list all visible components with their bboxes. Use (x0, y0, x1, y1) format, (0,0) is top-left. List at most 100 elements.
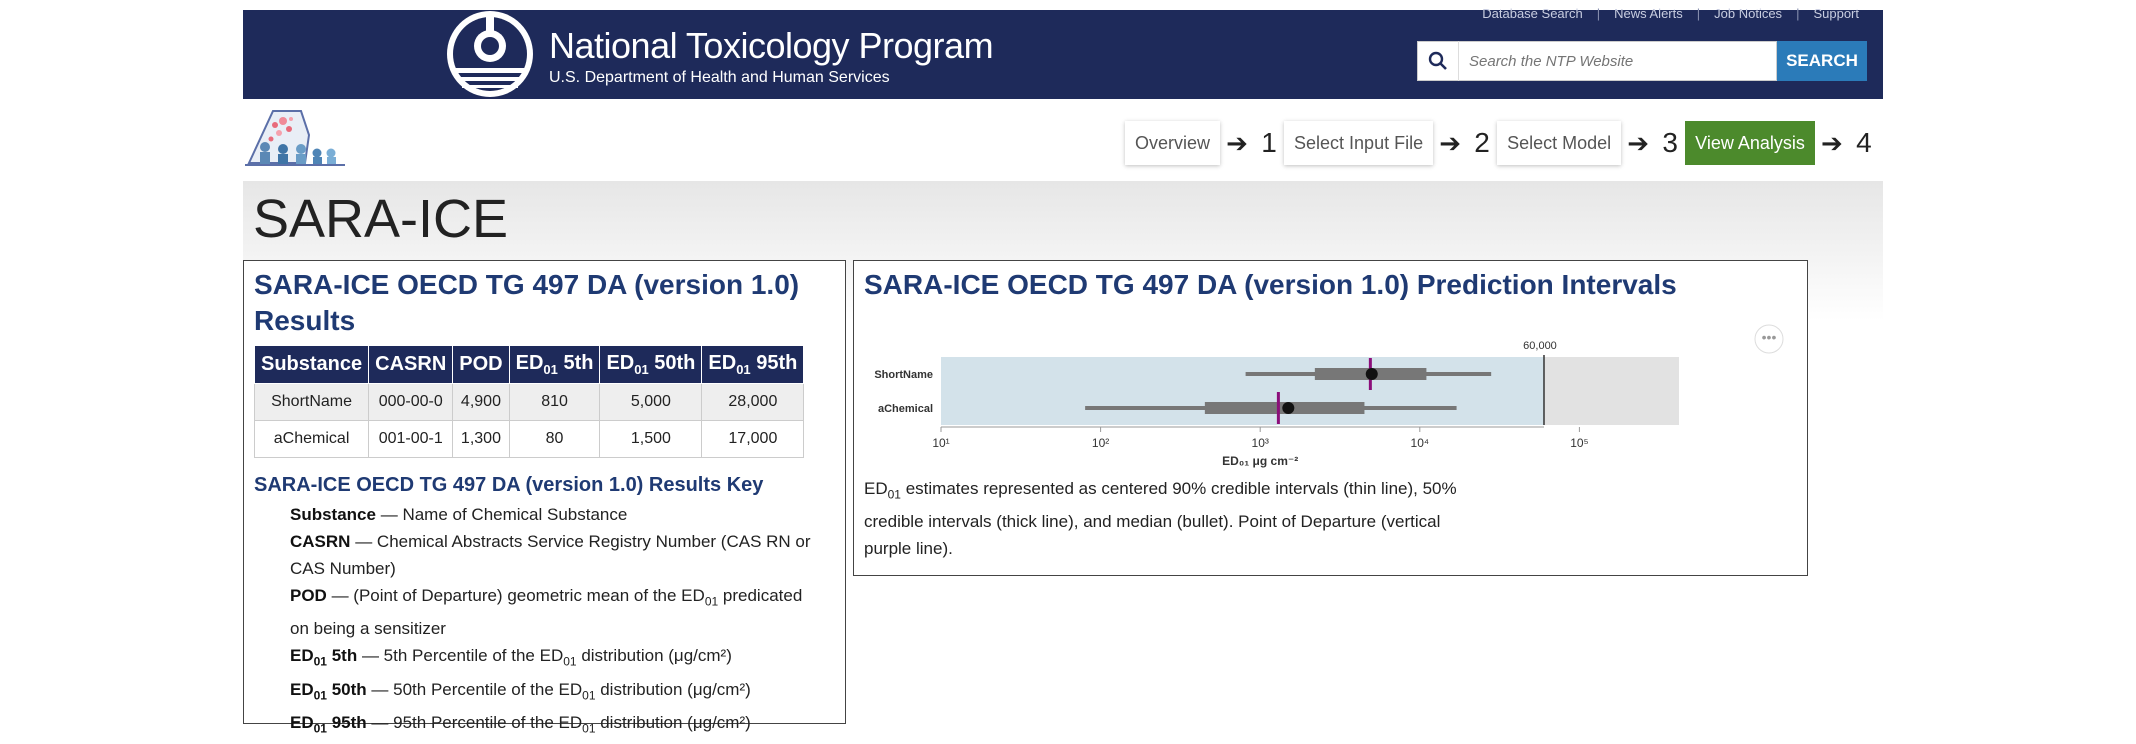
cell-substance: aChemical (253, 420, 370, 458)
step-number-4: 4 (1856, 127, 1872, 158)
cell-pod: 4,900 (452, 383, 510, 421)
utility-link-news-alerts[interactable]: News Alerts (1614, 6, 1683, 21)
search-box (1417, 41, 1777, 81)
utility-link-database-search[interactable]: Database Search (1482, 6, 1583, 21)
cell-pod: 1,300 (452, 420, 510, 458)
series-label: aChemical (878, 403, 933, 415)
cell-ed01-50th: 5,000 (599, 383, 703, 421)
caption-text: estimates represented as centered 90% cr… (864, 479, 1457, 559)
x-tick-label: 10² (1092, 436, 1109, 450)
x-tick-label: 10³ (1252, 436, 1269, 450)
col-casrn[interactable]: CASRN (368, 345, 454, 384)
threshold-label: 60,000 (1523, 340, 1557, 352)
arrow-right-icon: ➔ (1226, 127, 1248, 158)
step-select-model-button[interactable]: Select Model (1497, 121, 1622, 165)
chart-caption: ED01 estimates represented as centered 9… (864, 479, 1457, 559)
wizard-steps: Overview ➔ 1 Select Input File ➔ 2 Selec… (1125, 121, 1879, 165)
cell-ed01-95th: 28,000 (701, 383, 805, 421)
cell-ed01-5th: 80 (508, 420, 601, 458)
key-definition: — 5th Percentile of the ED (361, 646, 564, 666)
utility-nav: Database Search | News Alerts | Job Noti… (1482, 6, 1859, 21)
results-title-line1: SARA-ICE OECD TG 497 DA (version 1.0) (254, 269, 800, 300)
key-definition: — Name of Chemical Substance (380, 505, 628, 524)
x-tick-label: 10¹ (932, 436, 949, 450)
prediction-interval-chart: 60,000 ShortName aChemical 10¹ 10² 10³ 10⁴ 10⁵ E… (874, 324, 1784, 468)
series-label: ShortName (874, 369, 933, 381)
table-row: ShortName 000-00-0 4,900 810 5,000 28,00… (253, 383, 805, 421)
band-above-threshold (1543, 357, 1679, 425)
step-number-2: 2 (1474, 127, 1490, 158)
key-item-pod: POD — (Point of Departure) geometric mea… (290, 586, 803, 639)
results-panel: SARA-ICE OECD TG 497 DA (version 1.0) Re… (243, 260, 846, 736)
key-term: Substance (290, 505, 376, 524)
col-ed01-95th[interactable]: ED01 95th (701, 345, 805, 384)
site-search: SEARCH (1417, 41, 1867, 81)
separator: | (1696, 6, 1701, 21)
x-tick-label: 10⁵ (1570, 436, 1588, 450)
page-title: SARA-ICE (253, 189, 509, 249)
col-ed01-50th[interactable]: ED01 50th (599, 345, 703, 384)
key-definition: — Chemical Abstracts Service Registry Nu… (290, 532, 811, 578)
cell-ed01-5th: 810 (508, 383, 601, 421)
step-view-analysis-button[interactable]: View Analysis (1685, 121, 1815, 165)
ntp-wordmark[interactable]: National Toxicology Program U.S. Departm… (549, 25, 994, 88)
step-overview-button[interactable]: Overview (1125, 121, 1221, 165)
search-icon[interactable] (1418, 41, 1459, 81)
utility-link-support[interactable]: Support (1813, 6, 1859, 21)
search-button[interactable]: SEARCH (1777, 41, 1867, 81)
separator: | (1796, 6, 1800, 21)
step-number-3: 3 (1662, 127, 1678, 158)
col-ed01-5th[interactable]: ED01 5th (508, 345, 601, 384)
col-pod[interactable]: POD (452, 345, 510, 384)
key-term: POD (290, 586, 327, 605)
cell-ed01-95th: 17,000 (701, 420, 805, 458)
sara-ice-logo[interactable] (243, 105, 347, 171)
key-definition-cont: distribution (μg/cm²) (576, 646, 732, 666)
results-header-row: Substance CASRN POD ED01 5th ED01 50th E… (253, 345, 805, 384)
ntp-seal-logo[interactable] (446, 10, 534, 98)
x-tick-label: 10⁴ (1411, 436, 1430, 450)
results-key-list: Substance — Name of Chemical Substance C… (290, 501, 820, 743)
key-item-ed01-95th: ED01 95th — 95th Percentile of the ED01 … (290, 713, 751, 736)
key-term: ED01 5th (290, 646, 358, 669)
key-item-substance: Substance — Name of Chemical Substance (290, 501, 820, 528)
arrow-right-icon: ➔ (1627, 127, 1650, 158)
cell-casrn: 000-00-0 (368, 383, 454, 421)
cell-ed01-50th: 1,500 (599, 420, 703, 458)
key-item-ed01-5th: ED01 5th — 5th Percentile of the ED01 di… (290, 646, 732, 669)
key-term: ED01 95th (290, 713, 367, 736)
key-definition: — 95th Percentile of the ED (371, 713, 583, 733)
utility-link-job-notices[interactable]: Job Notices (1714, 6, 1783, 21)
table-row: aChemical 001-00-1 1,300 80 1,500 17,000 (253, 420, 805, 458)
median-point (1282, 402, 1295, 414)
key-term: CASRN (290, 532, 351, 551)
cell-substance: ShortName (253, 383, 370, 421)
results-title-line2: Results (254, 305, 356, 336)
key-definition: — 50th Percentile of the ED (371, 679, 583, 699)
cell-casrn: 001-00-1 (368, 420, 454, 458)
intervals-title: SARA-ICE OECD TG 497 DA (version 1.0) Pr… (864, 269, 1677, 300)
step-select-input-file-button[interactable]: Select Input File (1284, 121, 1434, 165)
results-title: SARA-ICE OECD TG 497 DA (version 1.0) Re… (244, 261, 845, 339)
key-item-casrn: CASRN — Chemical Abstracts Service Regis… (290, 528, 820, 582)
org-title: National Toxicology Program (549, 25, 994, 66)
separator: | (1596, 6, 1601, 21)
arrow-right-icon: ➔ (1439, 127, 1461, 158)
x-axis-label: ED₀₁ μg cm⁻² (1222, 454, 1298, 468)
org-subtitle: U.S. Department of Health and Human Serv… (549, 69, 890, 86)
wizard-row: Overview ➔ 1 Select Input File ➔ 2 Selec… (243, 99, 1883, 181)
key-item-ed01-50th: ED01 50th — 50th Percentile of the ED01 … (290, 679, 751, 703)
step-number-1: 1 (1261, 127, 1277, 158)
col-substance[interactable]: Substance (253, 345, 370, 384)
key-definition-cont: predicated on being a sensitizer (290, 586, 803, 639)
site-header: Database Search | News Alerts | Job Noti… (243, 6, 1883, 99)
results-table: Substance CASRN POD ED01 5th ED01 50th E… (253, 345, 805, 458)
intervals-panel: SARA-ICE OECD TG 497 DA (version 1.0) Pr… (853, 260, 1808, 576)
chart-layer: 60,000 ShortName aChemical 10¹ 10² 10³ 10⁴ 10⁵ E… (874, 340, 1679, 468)
search-input[interactable] (1459, 51, 1771, 71)
more-icon: ••• (1762, 329, 1777, 345)
arrow-right-icon: ➔ (1820, 127, 1843, 158)
page-frame: Database Search | News Alerts | Job Noti… (243, 6, 1883, 744)
chart-menu-button[interactable]: ••• (1754, 324, 1784, 354)
median-point (1365, 368, 1378, 380)
